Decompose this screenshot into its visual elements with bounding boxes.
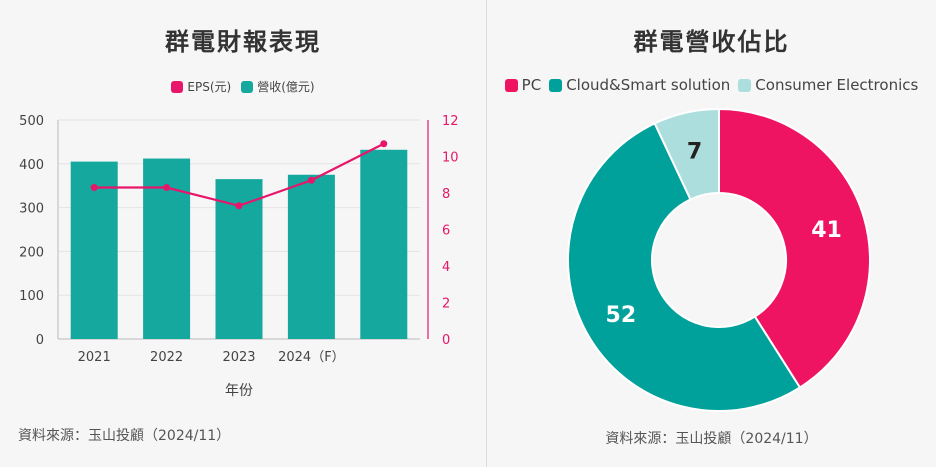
financial-chart-source: 資料來源：玉山投顧（2024/11）: [18, 428, 231, 444]
financial-chart-panel: 群電財報表現 EPS(元) 營收(億元) 0 100 200 300 400 500 0 2 4…: [0, 28, 486, 444]
eps-point: [163, 184, 171, 192]
panel-divider: [486, 0, 487, 467]
financial-chart-title: 群電財報表現: [165, 28, 321, 56]
eps-point: [380, 140, 388, 148]
revenue-bar: [287, 174, 335, 339]
legend-label-revenue: 營收(億元): [257, 80, 315, 94]
revenue-share-source: 資料來源：玉山投顧（2024/11）: [605, 431, 818, 447]
donut-slice: [653, 107, 720, 201]
y-left-tick-label: 500: [19, 114, 44, 129]
x-axis-title: 年份: [225, 383, 253, 399]
y-right-tick-label: 6: [442, 224, 450, 239]
y-right-tick-label: 0: [442, 333, 450, 348]
legend-swatch-cloud: [549, 78, 563, 92]
x-tick-label: 2022: [150, 350, 183, 365]
donut-slice-label: 41: [811, 218, 842, 243]
revenue-share-panel: 群電營收佔比 PC Cloud&Smart solution Consumer …: [487, 0, 936, 467]
legend-item-eps[interactable]: EPS(元): [171, 78, 231, 95]
y-left-tick-label: 100: [19, 289, 44, 304]
eps-point: [90, 184, 98, 192]
legend-swatch-consumer: [738, 78, 752, 92]
legend-item-cloud[interactable]: Cloud&Smart solution: [549, 76, 730, 94]
legend-item-pc[interactable]: PC: [504, 76, 542, 94]
legend-swatch-eps: [171, 80, 184, 93]
legend-swatch-pc: [504, 78, 518, 92]
bar-line-chart: 0 100 200 300 400 500 0 2 4 6 8 10 12 2021 2022 2023 202…: [19, 114, 459, 399]
y-right-tick-label: 8: [442, 187, 450, 202]
legend-swatch-revenue: [241, 80, 254, 93]
eps-point: [307, 176, 315, 184]
donut-chart: 41 52 7: [567, 107, 871, 412]
legend-label-consumer: Consumer Electronics: [755, 76, 919, 94]
y-right-tick-label: 2: [442, 297, 450, 312]
y-right-tick-label: 4: [442, 260, 450, 275]
legend-item-revenue[interactable]: 營收(億元): [241, 78, 315, 95]
y-right-tick-label: 12: [442, 114, 459, 129]
x-tick-label: 2023: [222, 350, 255, 365]
y-left-tick-label: 400: [19, 158, 44, 173]
legend-item-consumer[interactable]: Consumer Electronics: [738, 76, 918, 94]
x-tick-label: 2021: [78, 350, 111, 365]
donut-slice-label: 52: [606, 303, 637, 328]
revenue-share-legend: PC Cloud&Smart solution Consumer Electro…: [487, 76, 936, 94]
y-right-tick-label: 10: [442, 151, 459, 166]
legend-label-pc: PC: [521, 76, 542, 94]
donut-slice: [567, 122, 802, 412]
donut-slice-label: 7: [687, 140, 702, 165]
revenue-share-title: 群電營收佔比: [633, 28, 790, 56]
y-left-tick-label: 0: [36, 333, 44, 348]
eps-point: [235, 202, 243, 210]
financial-chart-legend: EPS(元) 營收(億元): [0, 78, 486, 95]
x-tick-label: 2024（F）: [278, 350, 345, 365]
legend-label-eps: EPS(元): [187, 80, 232, 94]
legend-label-cloud: Cloud&Smart solution: [566, 76, 731, 94]
revenue-bar: [70, 161, 118, 339]
revenue-bar: [360, 149, 408, 339]
y-left-tick-label: 200: [19, 245, 44, 260]
y-left-tick-label: 300: [19, 202, 44, 217]
